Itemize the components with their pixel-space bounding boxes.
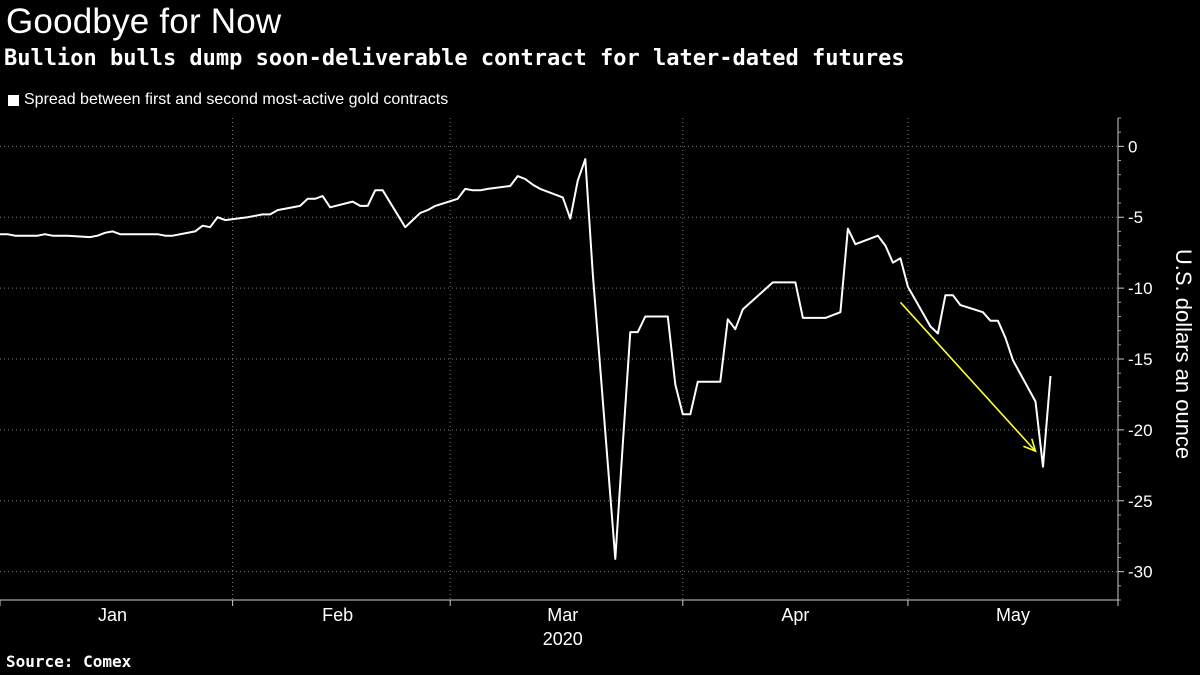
legend-swatch	[8, 94, 19, 106]
y-tick-label: -15	[1128, 350, 1153, 369]
x-tick-label: Feb	[322, 605, 353, 625]
x-tick-label: May	[996, 605, 1030, 625]
x-tick-label: Mar	[547, 605, 578, 625]
y-tick-label: -25	[1128, 492, 1153, 511]
series-line	[0, 158, 1052, 560]
trend-arrow-head	[1023, 438, 1037, 453]
legend-label: Spread between first and second most-act…	[24, 91, 449, 108]
chart-legend: Spread between first and second most-act…	[8, 91, 448, 109]
trend-arrow-line	[899, 301, 1037, 452]
y-axis-title: U.S. dollars an ounce	[1171, 249, 1196, 459]
y-tick-label: -30	[1128, 563, 1153, 582]
y-tick-label: -10	[1128, 279, 1153, 298]
chart-title: Goodbye for Now	[6, 2, 282, 41]
y-tick-label: -20	[1128, 421, 1153, 440]
y-tick-label: -5	[1128, 208, 1143, 227]
x-year-label: 2020	[543, 629, 583, 649]
x-tick-label: Jan	[98, 605, 127, 625]
source-note: Source: Comex	[6, 652, 132, 671]
x-tick-label: Apr	[781, 605, 809, 625]
chart-subtitle: Bullion bulls dump soon-deliverable cont…	[4, 46, 905, 71]
y-tick-label: 0	[1128, 137, 1137, 156]
